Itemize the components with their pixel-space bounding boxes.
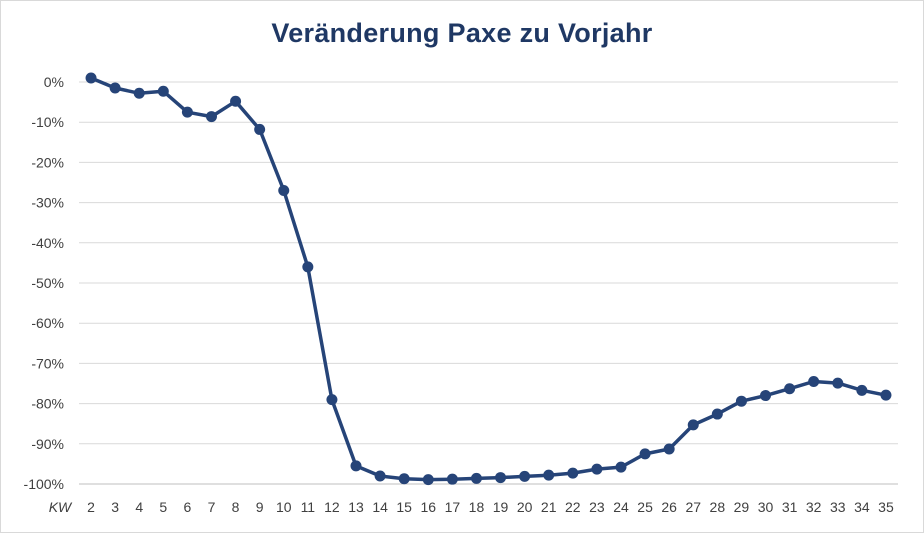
data-point bbox=[230, 95, 242, 107]
data-point bbox=[567, 467, 579, 479]
x-tick-label: 28 bbox=[710, 499, 726, 515]
data-point bbox=[133, 87, 145, 99]
y-tick-label: -100% bbox=[24, 476, 64, 492]
x-tick-label: 19 bbox=[493, 499, 509, 515]
data-point bbox=[157, 85, 169, 97]
data-point bbox=[422, 474, 434, 486]
data-point bbox=[374, 470, 386, 482]
x-tick-label: 27 bbox=[685, 499, 701, 515]
x-tick-label: 22 bbox=[565, 499, 581, 515]
x-tick-label: 30 bbox=[758, 499, 774, 515]
y-tick-label: -30% bbox=[31, 195, 64, 211]
y-tick-label: -90% bbox=[31, 436, 64, 452]
y-tick-label: -60% bbox=[31, 315, 64, 331]
x-tick-label: 4 bbox=[135, 499, 143, 515]
data-point bbox=[350, 460, 362, 472]
data-point bbox=[519, 470, 531, 482]
data-point bbox=[446, 473, 458, 485]
x-tick-label: 16 bbox=[420, 499, 436, 515]
y-tick-label: -10% bbox=[31, 114, 64, 130]
y-tick-label: -50% bbox=[31, 275, 64, 291]
x-tick-label: 8 bbox=[232, 499, 240, 515]
x-tick-label: 2 bbox=[87, 499, 95, 515]
data-point bbox=[808, 375, 820, 387]
x-tick-label: 20 bbox=[517, 499, 533, 515]
x-tick-label: 5 bbox=[159, 499, 167, 515]
data-point bbox=[735, 395, 747, 407]
x-tick-label: 13 bbox=[348, 499, 364, 515]
chart-title: Veränderung Paxe zu Vorjahr bbox=[271, 18, 653, 48]
data-point bbox=[205, 111, 217, 123]
x-tick-label: 32 bbox=[806, 499, 822, 515]
y-tick-label: -80% bbox=[31, 396, 64, 412]
data-point bbox=[326, 394, 338, 406]
x-axis-ticks: 2 3 4 5 6 7 8 9 10 11 12 13 14 15 16 17 18 19 20 21 22 23 24 25… bbox=[87, 499, 894, 515]
data-point bbox=[302, 261, 314, 273]
x-tick-label: 14 bbox=[372, 499, 388, 515]
data-point bbox=[711, 408, 723, 420]
data-point bbox=[470, 472, 482, 484]
x-tick-label: 29 bbox=[734, 499, 750, 515]
data-point bbox=[760, 390, 772, 402]
gridlines bbox=[79, 81, 898, 485]
y-tick-label: 0% bbox=[44, 74, 64, 90]
data-point bbox=[784, 383, 796, 395]
y-tick-label: -70% bbox=[31, 355, 64, 371]
data-point bbox=[109, 82, 121, 94]
x-tick-label: 15 bbox=[396, 499, 412, 515]
data-point bbox=[615, 461, 627, 473]
x-tick-label: 33 bbox=[830, 499, 846, 515]
x-tick-label: 10 bbox=[276, 499, 292, 515]
data-point bbox=[85, 72, 97, 84]
data-point bbox=[495, 472, 507, 484]
data-point bbox=[398, 473, 410, 485]
x-tick-label: 6 bbox=[183, 499, 191, 515]
x-tick-label: 25 bbox=[637, 499, 653, 515]
x-tick-label: 34 bbox=[854, 499, 870, 515]
data-point bbox=[663, 443, 675, 455]
x-tick-label: 9 bbox=[256, 499, 264, 515]
x-tick-label: 11 bbox=[301, 499, 316, 515]
series-line bbox=[89, 76, 888, 482]
x-tick-label: 24 bbox=[613, 499, 629, 515]
data-point bbox=[278, 185, 290, 197]
x-tick-label: 12 bbox=[324, 499, 340, 515]
x-tick-label: 26 bbox=[661, 499, 677, 515]
data-point bbox=[880, 389, 892, 401]
data-point bbox=[639, 448, 651, 460]
x-tick-label: 31 bbox=[782, 499, 798, 515]
data-point bbox=[254, 123, 266, 135]
x-tick-label: 23 bbox=[589, 499, 605, 515]
x-tick-label: 7 bbox=[208, 499, 216, 515]
x-tick-label: 18 bbox=[469, 499, 485, 515]
x-tick-label: 3 bbox=[111, 499, 119, 515]
y-tick-label: -40% bbox=[31, 235, 64, 251]
y-axis-ticks: 0% -10% -20% -30% -40% -50% -60% -70% -80% -90% -1… bbox=[24, 74, 64, 492]
data-point bbox=[181, 106, 193, 118]
x-axis-label: KW bbox=[49, 499, 73, 515]
data-point bbox=[832, 377, 844, 389]
y-tick-label: -20% bbox=[31, 154, 64, 170]
data-point bbox=[543, 469, 555, 481]
x-tick-label: 21 bbox=[541, 499, 557, 515]
x-tick-label: 17 bbox=[445, 499, 461, 515]
x-tick-label: 35 bbox=[878, 499, 894, 515]
series-layer bbox=[85, 72, 892, 486]
data-point bbox=[687, 419, 699, 431]
data-point bbox=[856, 384, 868, 396]
data-point bbox=[591, 463, 603, 475]
